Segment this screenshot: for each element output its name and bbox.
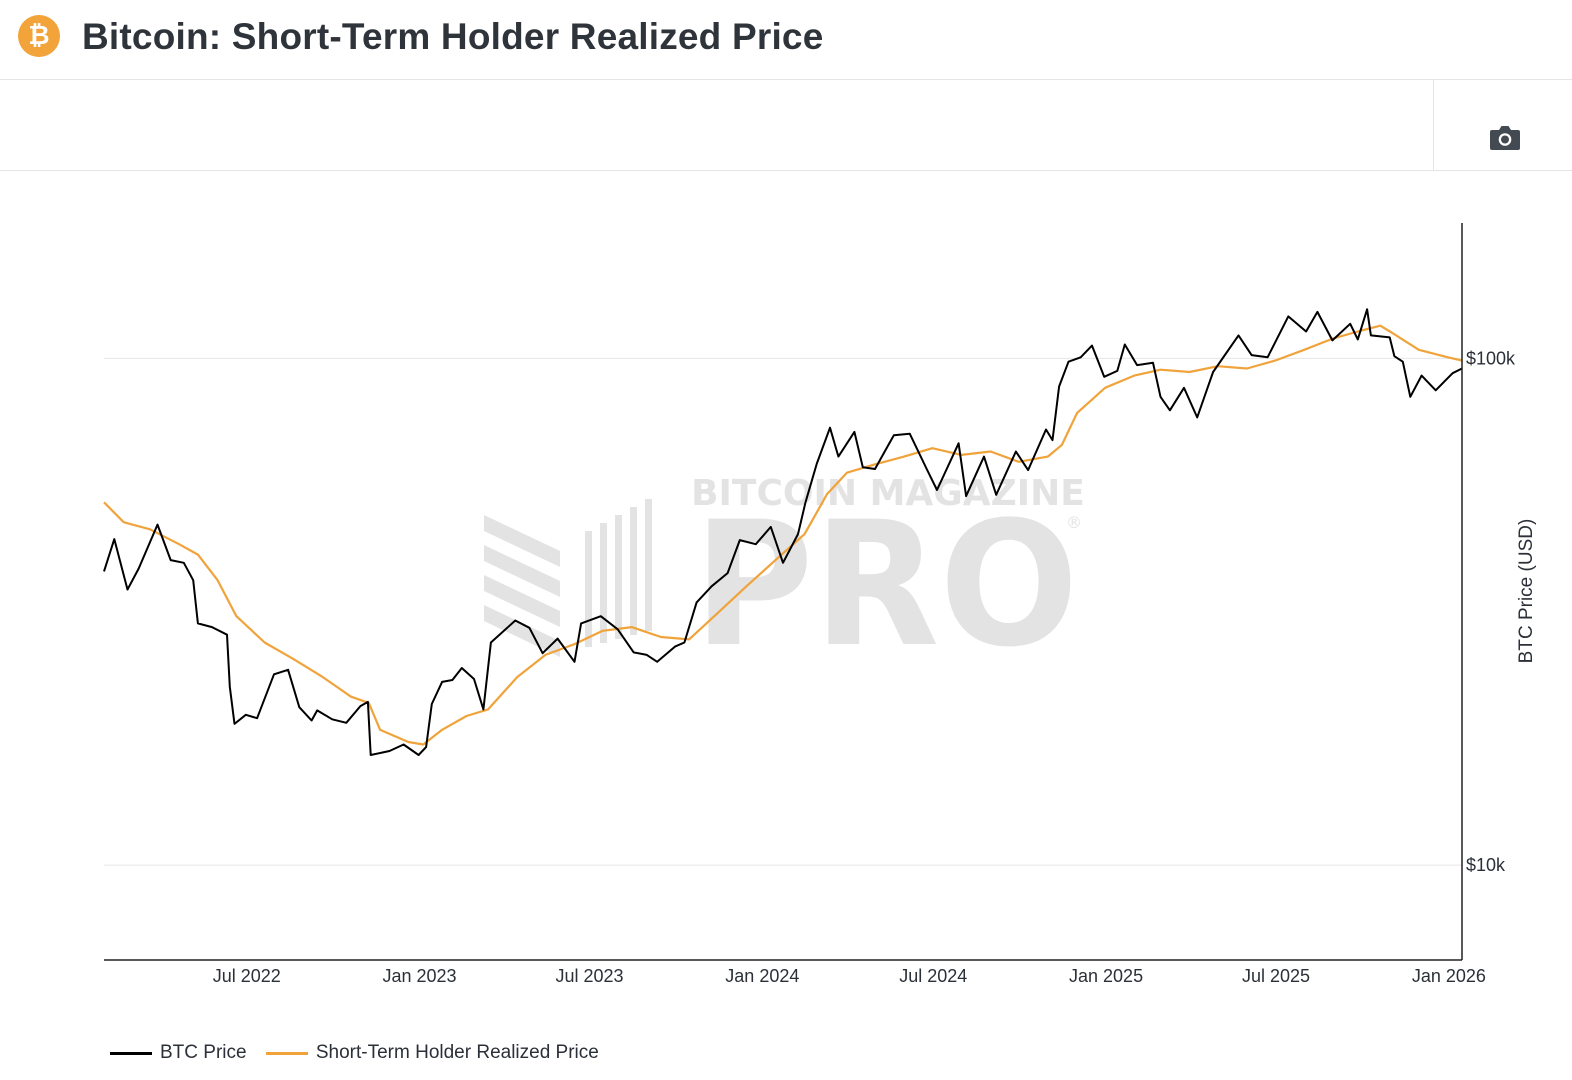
x-tick-labels: Jul 2022 Jan 2023 Jul 2023 Jan 2024 Jul 2024… bbox=[213, 966, 1486, 986]
x-tick-label-4: Jul 2024 bbox=[899, 966, 967, 986]
x-tick-label-1: Jan 2023 bbox=[383, 966, 457, 986]
bitcoin-logo-icon: ₿ bbox=[18, 15, 60, 57]
watermark-stripe-2 bbox=[484, 575, 560, 627]
legend: BTC Price Short-Term Holder Realized Pri… bbox=[110, 1042, 613, 1068]
watermark-bar-0 bbox=[585, 531, 592, 647]
watermark-bar-1 bbox=[600, 523, 607, 643]
page-header: ₿ Bitcoin: Short-Term Holder Realized Pr… bbox=[0, 0, 1572, 80]
watermark-line1: BITCOIN MAGAZINE bbox=[691, 473, 1085, 514]
chart-toolbar bbox=[0, 80, 1572, 171]
watermark-registered-mark: ® bbox=[1066, 513, 1082, 532]
legend-swatch-sth-realized-price bbox=[265, 1051, 308, 1055]
watermark-stripe-1 bbox=[484, 545, 560, 597]
x-tick-label-0: Jul 2022 bbox=[213, 966, 281, 986]
camera-icon[interactable] bbox=[1488, 122, 1522, 154]
legend-label-sth-realized-price: Short-Term Holder Realized Price bbox=[315, 1042, 599, 1063]
chart-area: BITCOIN MAGAZINE PRO ® Jul 2022 Jan 2023 J… bbox=[103, 223, 1537, 986]
watermark-stripes bbox=[484, 499, 652, 657]
x-tick-label-3: Jan 2024 bbox=[725, 966, 799, 986]
watermark-bar-3 bbox=[630, 507, 637, 635]
watermark: BITCOIN MAGAZINE PRO ® bbox=[484, 473, 1085, 685]
legend-item-btc-price[interactable]: BTC Price bbox=[110, 1042, 247, 1064]
y-tick-label-0: $10k bbox=[1466, 855, 1506, 875]
toolbar-divider bbox=[1433, 80, 1434, 170]
watermark-stripe-0 bbox=[484, 515, 560, 567]
watermark-stripe-3 bbox=[484, 605, 560, 657]
y-tick-label-1: $100k bbox=[1466, 348, 1516, 368]
gridlines bbox=[104, 357, 1462, 866]
series-line-0 bbox=[103, 308, 1463, 756]
y-axis-title: BTC Price (USD) bbox=[1516, 519, 1537, 664]
x-tick-label-7: Jan 2026 bbox=[1412, 966, 1486, 986]
legend-label-btc-price: BTC Price bbox=[160, 1042, 247, 1063]
page-title: Bitcoin: Short-Term Holder Realized Pric… bbox=[82, 16, 824, 57]
watermark-bar-4 bbox=[645, 499, 652, 631]
legend-item-sth-realized-price[interactable]: Short-Term Holder Realized Price bbox=[265, 1042, 599, 1064]
watermark-line2: PRO bbox=[694, 484, 1079, 685]
watermark-bar-2 bbox=[615, 515, 622, 639]
x-tick-label-6: Jul 2025 bbox=[1242, 966, 1310, 986]
y-tick-labels: $10k $100k bbox=[1466, 348, 1516, 875]
series-line-1 bbox=[103, 324, 1463, 746]
camera-icon-svg bbox=[1490, 126, 1520, 150]
x-tick-label-5: Jan 2025 bbox=[1069, 966, 1143, 986]
x-tick-label-2: Jul 2023 bbox=[556, 966, 624, 986]
series-lines bbox=[103, 308, 1463, 756]
axes bbox=[104, 223, 1463, 961]
legend-swatch-btc-price bbox=[110, 1051, 152, 1055]
